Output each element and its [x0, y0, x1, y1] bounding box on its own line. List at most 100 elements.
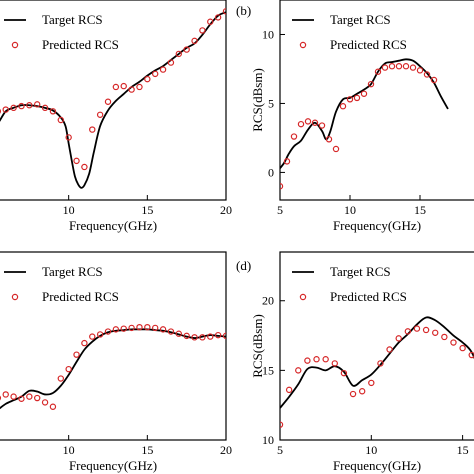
data-point-predicted-rcs [2, 106, 9, 113]
data-point-predicted-rcs [41, 399, 49, 406]
data-point-predicted-rcs [432, 329, 439, 336]
data-point-predicted-rcs [441, 333, 448, 341]
series-line-target-rcs [0, 11, 226, 189]
x-tick-label: 10 [365, 443, 377, 457]
y-tick-label: 5 [268, 96, 274, 110]
data-point-predicted-rcs [26, 102, 33, 109]
data-point-predicted-rcs [151, 70, 159, 78]
data-point-predicted-rcs [304, 357, 311, 364]
plot-area [0, 324, 226, 410]
data-point-predicted-rcs [167, 59, 175, 66]
x-tick-label: 5 [277, 203, 283, 217]
data-point-predicted-rcs [128, 324, 135, 332]
data-point-predicted-rcs [331, 360, 338, 367]
data-point-predicted-rcs [404, 328, 412, 335]
data-point-predicted-rcs [49, 403, 57, 410]
legend-label: Target RCS [330, 264, 391, 279]
legend-label: Predicted RCS [42, 289, 119, 304]
data-point-predicted-rcs [144, 75, 151, 83]
series-line-target-rcs [280, 316, 474, 409]
data-point-predicted-rcs [388, 63, 396, 70]
data-point-predicted-rcs [413, 325, 421, 332]
x-tick-label: 20 [220, 203, 232, 217]
chart-panel-2: 5 10 150510Frequency(GHz)RCS(dBsm)(b)Targe… [236, 0, 474, 233]
data-point-predicted-rcs [207, 333, 214, 340]
data-point-predicted-rcs [280, 421, 284, 428]
data-point-predicted-rcs [423, 71, 431, 78]
data-point-predicted-rcs [318, 122, 326, 129]
y-tick-label: 10 [262, 433, 274, 447]
data-point-predicted-rcs [422, 326, 430, 334]
data-point-predicted-rcs [175, 330, 182, 337]
x-tick-label: 10 [63, 203, 75, 217]
data-point-predicted-rcs [167, 328, 175, 335]
data-point-predicted-rcs [34, 101, 41, 108]
data-point-predicted-rcs [368, 379, 375, 387]
plot-frame [279, 251, 474, 441]
data-point-predicted-rcs [283, 158, 291, 165]
panel-label: (d) [236, 258, 251, 273]
plot-area [280, 316, 474, 428]
data-point-predicted-rcs [285, 386, 293, 394]
data-point-predicted-rcs [290, 133, 298, 140]
data-point-predicted-rcs [49, 108, 57, 115]
data-point-predicted-rcs [459, 344, 466, 352]
data-point-predicted-rcs [280, 183, 284, 190]
data-point-predicted-rcs [395, 335, 402, 342]
data-point-predicted-rcs [374, 68, 382, 75]
x-tick-label: 10 [63, 443, 75, 457]
data-point-predicted-rcs [120, 325, 127, 332]
data-point-predicted-rcs [10, 393, 17, 400]
x-tick-label: 15 [457, 443, 469, 457]
legend-swatch-marker [11, 293, 19, 301]
data-point-predicted-rcs [183, 332, 190, 340]
y-axis-title: RCS(dBsm) [250, 314, 265, 378]
data-point-predicted-rcs [340, 369, 348, 377]
data-point-predicted-rcs [10, 104, 17, 112]
legend-label: Target RCS [330, 12, 391, 27]
series-line-target-rcs [280, 58, 449, 169]
data-point-predicted-rcs [360, 90, 368, 97]
legend-label: Predicted RCS [330, 289, 407, 304]
x-tick-label: 15 [414, 203, 426, 217]
data-point-predicted-rcs [332, 145, 340, 153]
data-point-predicted-rcs [81, 339, 88, 347]
data-point-predicted-rcs [468, 351, 474, 359]
x-tick-label: 15 [141, 203, 153, 217]
data-point-predicted-rcs [322, 356, 329, 363]
x-tick-label: 5 [277, 443, 283, 457]
data-point-predicted-rcs [175, 50, 182, 58]
data-point-predicted-rcs [222, 332, 226, 340]
data-point-predicted-rcs [18, 102, 25, 110]
data-point-predicted-rcs [73, 157, 80, 165]
data-point-predicted-rcs [159, 326, 167, 333]
data-point-predicted-rcs [346, 96, 354, 103]
chart-panel-3: 10 15 20 Frequency(GHz) Target RCS Predicted … [0, 251, 232, 473]
x-tick-label: 20 [220, 443, 232, 457]
data-point-predicted-rcs [81, 163, 88, 171]
data-point-predicted-rcs [183, 46, 190, 53]
y-tick-label: 20 [262, 294, 274, 308]
data-point-predicted-rcs [2, 391, 9, 398]
data-point-predicted-rcs [381, 64, 389, 71]
data-point-predicted-rcs [395, 63, 403, 70]
data-point-predicted-rcs [128, 86, 135, 93]
data-point-predicted-rcs [430, 76, 438, 84]
x-axis-title: Frequency(GHz) [69, 218, 157, 233]
data-point-predicted-rcs [207, 18, 214, 25]
legend-label: Predicted RCS [42, 37, 119, 52]
data-point-predicted-rcs [26, 393, 33, 400]
data-point-predicted-rcs [214, 331, 222, 339]
data-point-predicted-rcs [120, 82, 127, 90]
legend-label: Predicted RCS [330, 37, 407, 52]
data-point-predicted-rcs [311, 119, 319, 126]
data-point-predicted-rcs [96, 331, 104, 338]
legend-label: Target RCS [42, 12, 103, 27]
y-tick-label: 15 [262, 363, 274, 377]
data-point-predicted-rcs [144, 324, 151, 331]
data-point-predicted-rcs [65, 365, 72, 373]
data-point-predicted-rcs [136, 83, 143, 91]
data-point-predicted-rcs [65, 134, 72, 141]
data-point-predicted-rcs [304, 118, 312, 125]
